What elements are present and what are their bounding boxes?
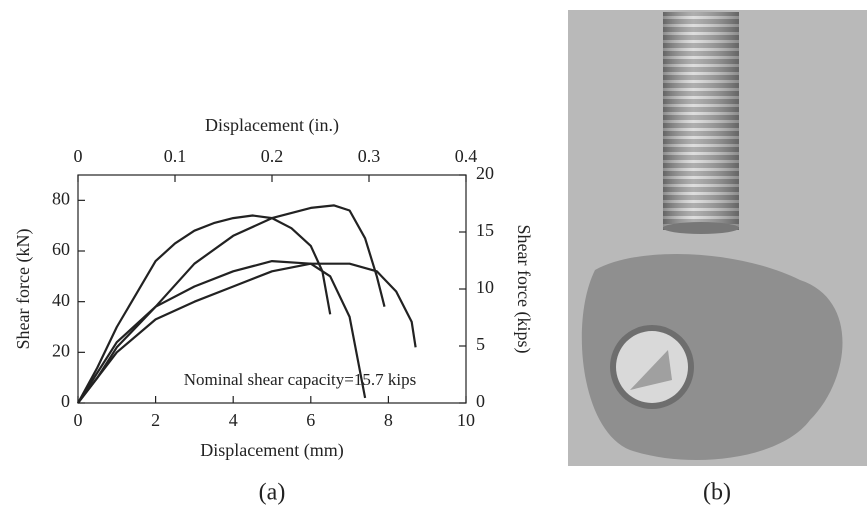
x-tick-label: 4 [229,410,238,430]
annotation: Nominal shear capacity=15.7 kips [184,370,416,389]
y-tick-label: 20 [52,340,70,360]
y-axis-label: Shear force (kN) [13,229,34,350]
x2-axis-label: Displacement (in.) [205,115,339,136]
y-tick-label: 40 [52,290,70,310]
plot-frame [77,174,467,404]
x-tick-label: 6 [306,410,315,430]
x2-tick-label: 0 [74,146,83,166]
y2-tick-label: 10 [476,277,494,297]
photo [568,10,867,466]
y2-tick-label: 5 [476,334,485,354]
panel-label: (a) [259,480,286,506]
x-tick-label: 2 [151,410,160,430]
x2-tick-label: 0.1 [164,146,187,166]
y-tick-label: 60 [52,239,70,259]
y2-axis-label: Shear force (kips) [513,225,534,354]
y2-tick-label: 15 [476,220,494,240]
x2-tick-label: 0.2 [261,146,284,166]
y2-tick-label: 0 [476,391,485,411]
x-axis-label: Displacement (mm) [200,440,343,461]
data-line [77,260,367,404]
x2-tick-label: 0.3 [358,146,381,166]
y2-tick-label: 20 [476,163,494,183]
data-line [77,262,417,404]
x-tick-label: 0 [74,410,83,430]
y-tick-label: 0 [61,391,70,411]
data-line [77,214,332,404]
panel-label: (b) [703,480,731,506]
y-tick-label: 80 [52,188,70,208]
x-tick-label: 8 [384,410,393,430]
x-tick-label: 10 [457,410,475,430]
x2-tick-label: 0.4 [455,146,478,166]
